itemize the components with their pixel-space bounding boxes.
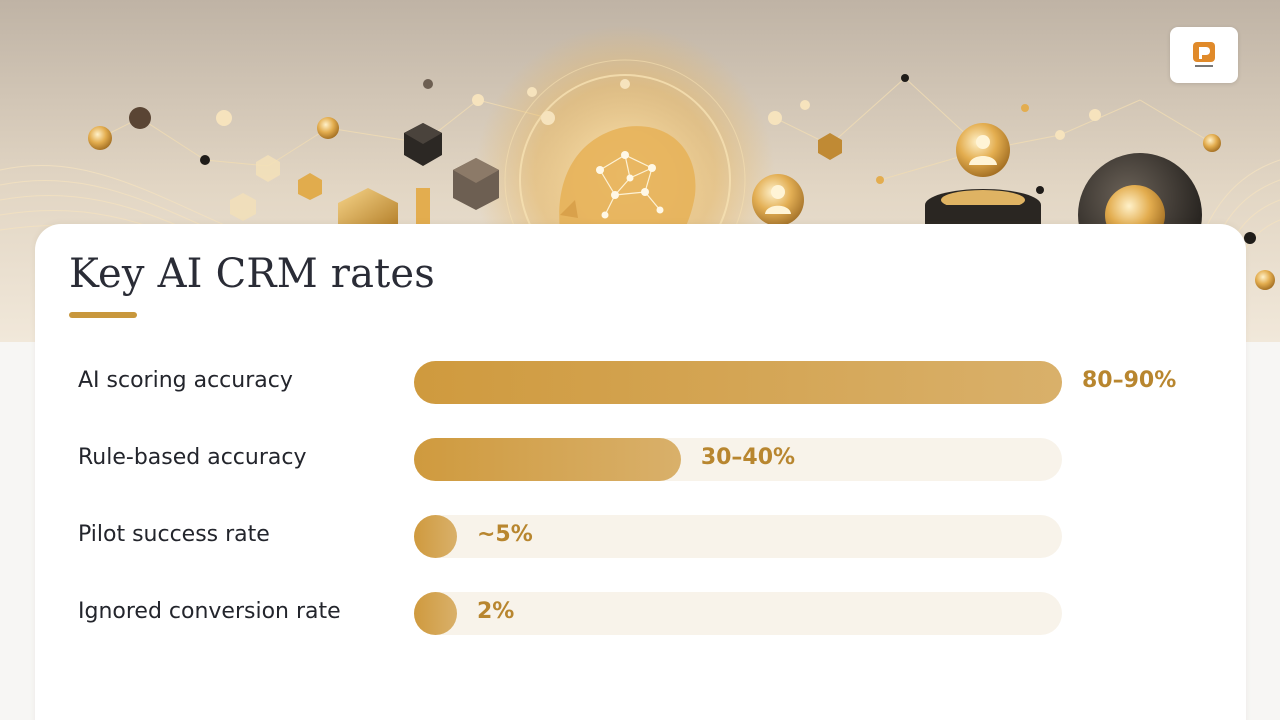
- bar-chart: AI scoring accuracy 80–90% Rule-based accu…: [35, 224, 1246, 720]
- logo-badge[interactable]: [1170, 27, 1238, 83]
- bar: [414, 515, 457, 558]
- bar-track: [414, 515, 1062, 558]
- bar-value-label: 30–40%: [700, 445, 796, 470]
- user-avatar-icon: [752, 174, 804, 226]
- bar-category-label: Pilot success rate: [78, 522, 270, 547]
- bar-value-label: 2%: [477, 599, 515, 624]
- hexagon-cube-icon: [230, 123, 842, 230]
- bar-value-label: ~5%: [477, 522, 533, 547]
- ai-brain-network-icon: [559, 126, 696, 240]
- bar-category-label: AI scoring accuracy: [78, 368, 293, 393]
- bar-value-label: 80–90%: [1082, 368, 1177, 393]
- bar-track: [414, 592, 1062, 635]
- bar: [414, 438, 681, 481]
- bar-category-label: Ignored conversion rate: [78, 599, 341, 624]
- network-node-icon: [88, 74, 1275, 290]
- bar-track: [414, 438, 1062, 481]
- bar-track: [414, 361, 1062, 404]
- title-underline: [69, 312, 137, 318]
- page-title: Key AI CRM rates: [69, 251, 436, 297]
- bar: [414, 361, 1062, 404]
- bar-category-label: Rule-based accuracy: [78, 445, 307, 470]
- user-avatar-icon: [925, 123, 1041, 227]
- content-card: Key AI CRM rates AI scoring accuracy 80–9…: [35, 224, 1246, 720]
- brand-logo-icon: [1193, 42, 1215, 67]
- bar: [414, 592, 457, 635]
